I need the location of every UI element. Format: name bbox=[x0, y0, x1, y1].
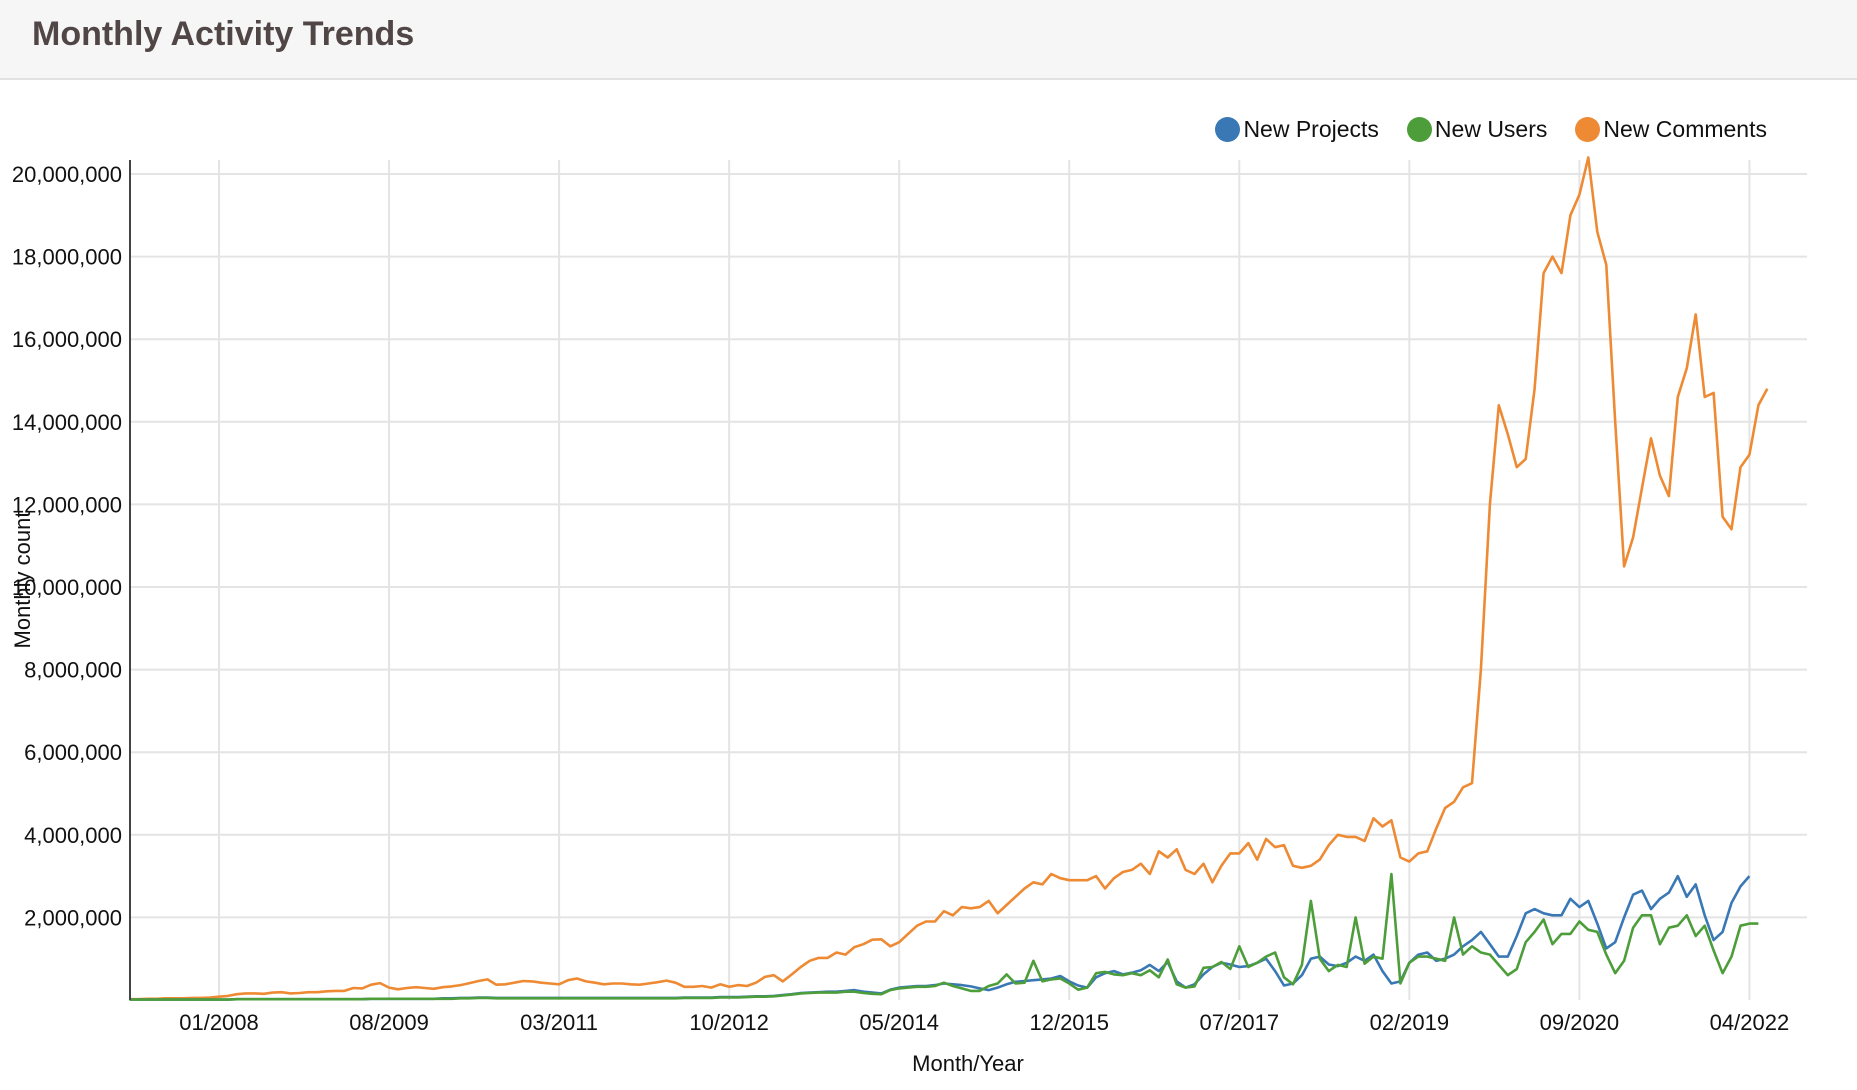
y-tick-label: 6,000,000 bbox=[24, 740, 122, 765]
series-line-new-users[interactable] bbox=[129, 872, 1759, 1001]
x-tick-label: 07/2017 bbox=[1200, 1010, 1280, 1035]
y-tick-label: 18,000,000 bbox=[12, 245, 122, 270]
y-tick-label: 16,000,000 bbox=[12, 327, 122, 352]
legend-item-new-comments[interactable]: New Comments bbox=[1575, 116, 1767, 143]
y-tick-label: 14,000,000 bbox=[12, 410, 122, 435]
chart-gridlines bbox=[130, 160, 1807, 1000]
legend-label: New Users bbox=[1434, 116, 1548, 142]
x-axis-ticks: 01/2008 08/2009 03/2011 10/2012 05/2014 12/20… bbox=[179, 1010, 1789, 1035]
y-tick-label: 12,000,000 bbox=[12, 492, 122, 517]
series-line-new-comments[interactable] bbox=[129, 156, 1769, 1001]
x-tick-label: 04/2022 bbox=[1710, 1010, 1790, 1035]
legend-dot-icon bbox=[1575, 117, 1601, 142]
page-title: Monthly Activity Trends bbox=[32, 15, 415, 53]
x-tick-label: 10/2012 bbox=[689, 1010, 769, 1035]
y-tick-label: 20,000,000 bbox=[12, 162, 122, 187]
legend-item-new-projects[interactable]: New Projects bbox=[1215, 116, 1379, 143]
x-tick-label: 05/2014 bbox=[859, 1010, 939, 1035]
legend-label: New Comments bbox=[1603, 116, 1767, 142]
y-axis-title: Monthly count bbox=[10, 512, 35, 649]
x-tick-label: 02/2019 bbox=[1370, 1010, 1450, 1035]
y-tick-label: 8,000,000 bbox=[24, 658, 122, 683]
y-tick-label: 4,000,000 bbox=[24, 823, 122, 848]
chart-legend: New Projects New Users New Comments bbox=[1215, 116, 1767, 143]
legend-item-new-users[interactable]: New Users bbox=[1406, 116, 1548, 143]
y-tick-label: 10,000,000 bbox=[12, 575, 122, 600]
chart-series bbox=[129, 156, 1769, 1001]
series-line-new-projects[interactable] bbox=[129, 874, 1751, 1001]
legend-dot-icon bbox=[1215, 117, 1241, 142]
y-tick-label: 2,000,000 bbox=[24, 905, 122, 930]
x-tick-label: 09/2020 bbox=[1540, 1010, 1620, 1035]
x-tick-label: 03/2011 bbox=[520, 1010, 598, 1035]
x-axis-title: Month/Year bbox=[912, 1051, 1024, 1076]
page-header: Monthly Activity Trends bbox=[0, 0, 1857, 80]
x-tick-label: 08/2009 bbox=[349, 1010, 429, 1035]
x-tick-label: 12/2015 bbox=[1029, 1010, 1109, 1035]
x-tick-label: 01/2008 bbox=[179, 1010, 259, 1035]
legend-dot-icon bbox=[1406, 117, 1432, 142]
y-axis-ticks: 2,000,000 4,000,000 6,000,000 8,000,000 10,0… bbox=[12, 162, 122, 930]
legend-label: New Projects bbox=[1243, 116, 1379, 142]
